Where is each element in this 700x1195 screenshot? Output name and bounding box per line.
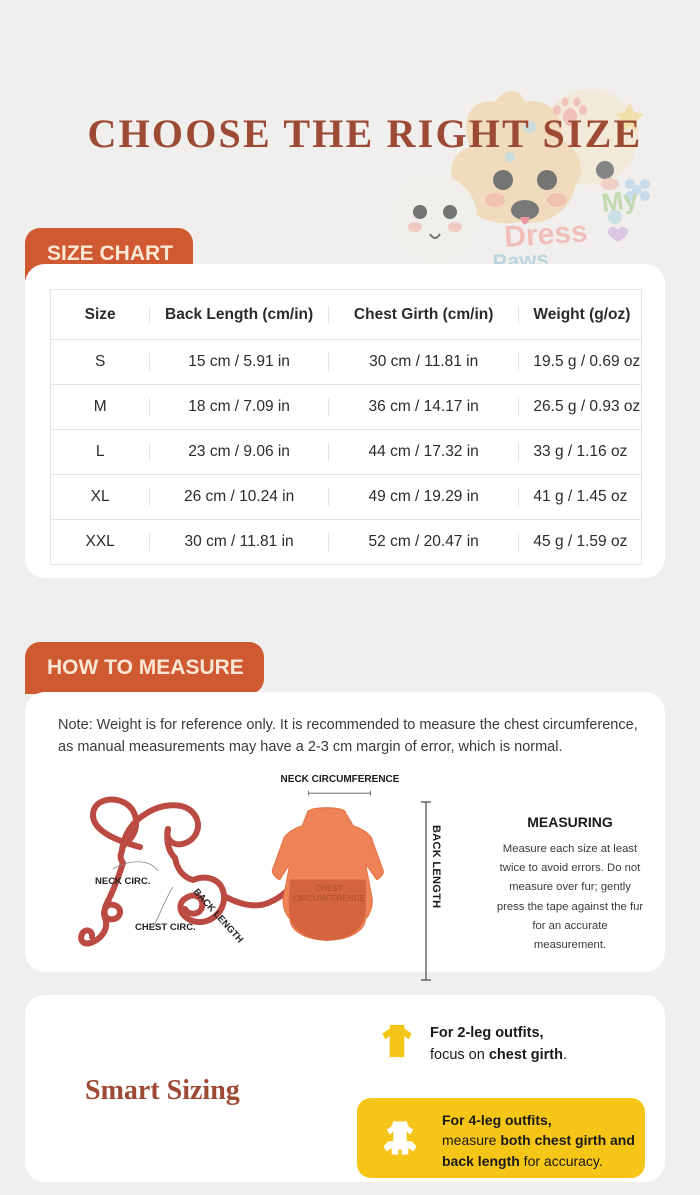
svg-text:BACK LENGTH: BACK LENGTH [191, 887, 246, 946]
svg-text:NECK CIRC.: NECK CIRC. [95, 876, 150, 887]
svg-text:CHEST: CHEST [315, 884, 343, 893]
svg-text:My: My [600, 183, 640, 218]
svg-text:CIRCUMFERENCE: CIRCUMFERENCE [293, 894, 366, 903]
svg-text:CHEST CIRC.: CHEST CIRC. [135, 922, 196, 933]
